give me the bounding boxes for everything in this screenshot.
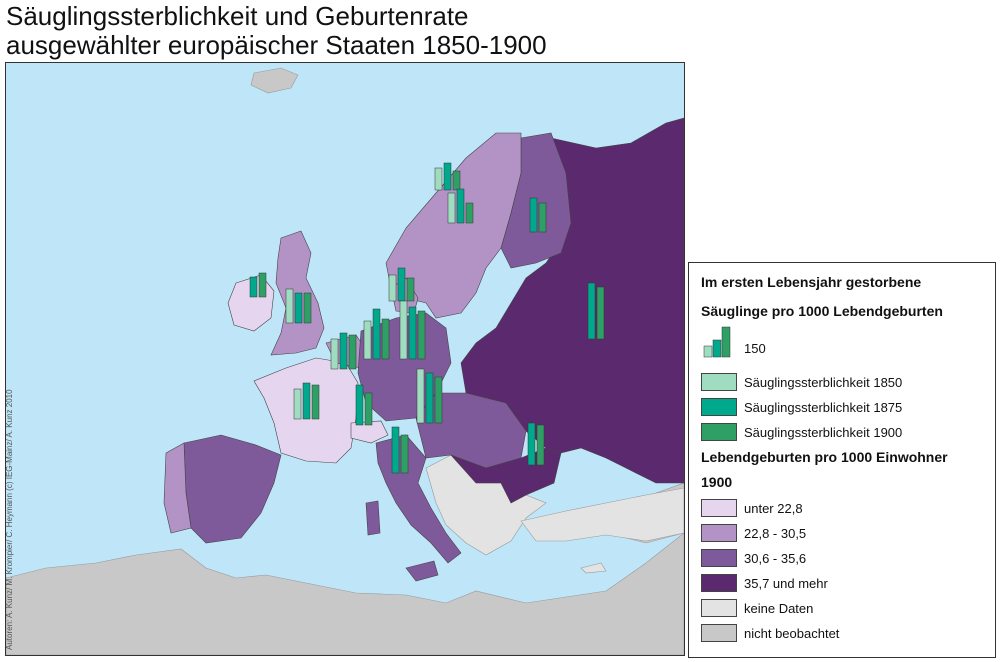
bar-1900: [417, 310, 426, 360]
bar-1900: [364, 392, 373, 426]
bar-1875: [355, 384, 364, 426]
bar-1875: [456, 188, 465, 224]
region-iceland: [250, 67, 299, 94]
bar-1875: [529, 197, 538, 233]
region-turkey: [520, 487, 684, 542]
bars-great-britain: [285, 288, 312, 324]
bar-1900: [406, 277, 415, 302]
legend-swatch: [701, 499, 737, 517]
bar-1875: [527, 422, 536, 466]
region-switzerland: [350, 420, 389, 444]
legend-label: Säuglingssterblichkeit 1875: [744, 400, 903, 415]
legend-label: keine Daten: [744, 601, 814, 616]
bars-prussia: [399, 300, 426, 360]
bar-1875: [425, 372, 434, 424]
legend-label: unter 22,8: [744, 501, 803, 516]
bar-1900: [400, 434, 409, 474]
bar-1875: [372, 308, 381, 360]
region-sicily: [405, 560, 439, 582]
region-scandinavia: [385, 132, 522, 319]
legend-heading-1: Im ersten Lebensjahr gestorbene: [701, 274, 922, 290]
bar-1900: [538, 202, 547, 233]
bar-1850: [447, 192, 456, 224]
bar-1850: [285, 288, 294, 324]
bars-scandinavia-north: [434, 162, 461, 191]
legend-swatch: [701, 398, 737, 416]
legend-swatch: [701, 574, 737, 592]
bar-1875: [408, 306, 417, 360]
bar-1875: [443, 162, 452, 191]
region-sardinia: [365, 500, 381, 536]
bar-1900: [381, 318, 390, 360]
legend-panel: Im ersten Lebensjahr gestorbene Säugling…: [688, 262, 996, 658]
legend-heading-4: 1900: [701, 474, 733, 490]
bar-1875: [391, 426, 400, 474]
bar-1850: [388, 274, 397, 302]
bar-1850: [399, 300, 408, 360]
map-title: Säuglingssterblichkeit und Geburtenrate …: [6, 2, 547, 60]
bar-1900: [348, 334, 357, 370]
bars-romania: [527, 422, 545, 466]
legend-label: 35,7 und mehr: [744, 576, 828, 591]
bar-1875: [339, 332, 348, 370]
bar-1850: [434, 167, 443, 191]
bars-sweden: [447, 188, 474, 224]
bar-1875: [249, 276, 258, 298]
legend-swatch: [701, 549, 737, 567]
legend-heading-2: Säuglinge pro 1000 Lebendgeburten: [701, 303, 943, 319]
bar-1900: [536, 424, 545, 466]
region-cyprus: [580, 562, 607, 574]
scale-value: 150: [744, 341, 766, 356]
bar-1850: [330, 338, 339, 370]
bars-bavaria: [355, 384, 373, 426]
legend-label: Säuglingssterblichkeit 1850: [744, 375, 903, 390]
bar-1875: [294, 292, 303, 324]
bar-1850: [293, 388, 302, 420]
legend-swatch: [701, 599, 737, 617]
bar-1875: [397, 267, 406, 302]
legend-swatch: [701, 423, 737, 441]
legend-label: 30,6 - 35,6: [744, 551, 807, 566]
bar-1900: [258, 272, 267, 298]
bars-germany-west: [363, 308, 390, 360]
europe-map: [6, 63, 684, 655]
legend-label: Säuglingssterblichkeit 1900: [744, 425, 903, 440]
bar-1900: [434, 376, 443, 424]
bar-1850: [416, 368, 425, 424]
bar-1900: [303, 292, 312, 324]
legend-swatch: [701, 624, 737, 642]
legend-label: nicht beobachtet: [744, 626, 840, 641]
region-north-africa: [6, 532, 684, 655]
bars-russia: [587, 282, 605, 340]
scale-bar-icon: [703, 326, 731, 358]
legend-label: 22,8 - 30,5: [744, 526, 807, 541]
region-portugal: [163, 442, 192, 534]
bars-france: [293, 382, 320, 420]
legend-heading-3: Lebendgeburten pro 1000 Einwohner: [701, 449, 948, 465]
bar-1875: [302, 382, 311, 420]
bar-1850: [363, 320, 372, 360]
title-line-2: ausgewählter europäischer Staaten 1850-1…: [6, 30, 547, 60]
bar-1900: [311, 384, 320, 420]
bars-ireland: [249, 272, 267, 298]
author-credit: Autoren: A. Kunz/ M. Krompier/ C. Heyman…: [5, 389, 14, 650]
title-line-1: Säuglingssterblichkeit und Geburtenrate: [6, 1, 469, 31]
bars-italy: [391, 426, 409, 474]
map-panel: [5, 62, 685, 656]
bar-1875: [587, 282, 596, 340]
bar-1900: [596, 286, 605, 340]
bar-1900: [452, 170, 461, 191]
bars-austria: [416, 368, 443, 424]
bar-1900: [465, 202, 474, 224]
bars-netherlands: [330, 332, 357, 370]
legend-swatch: [701, 524, 737, 542]
region-austria-hungary: [415, 392, 527, 469]
bars-finland: [529, 197, 547, 233]
bars-denmark: [388, 267, 415, 302]
legend-swatch: [701, 373, 737, 391]
